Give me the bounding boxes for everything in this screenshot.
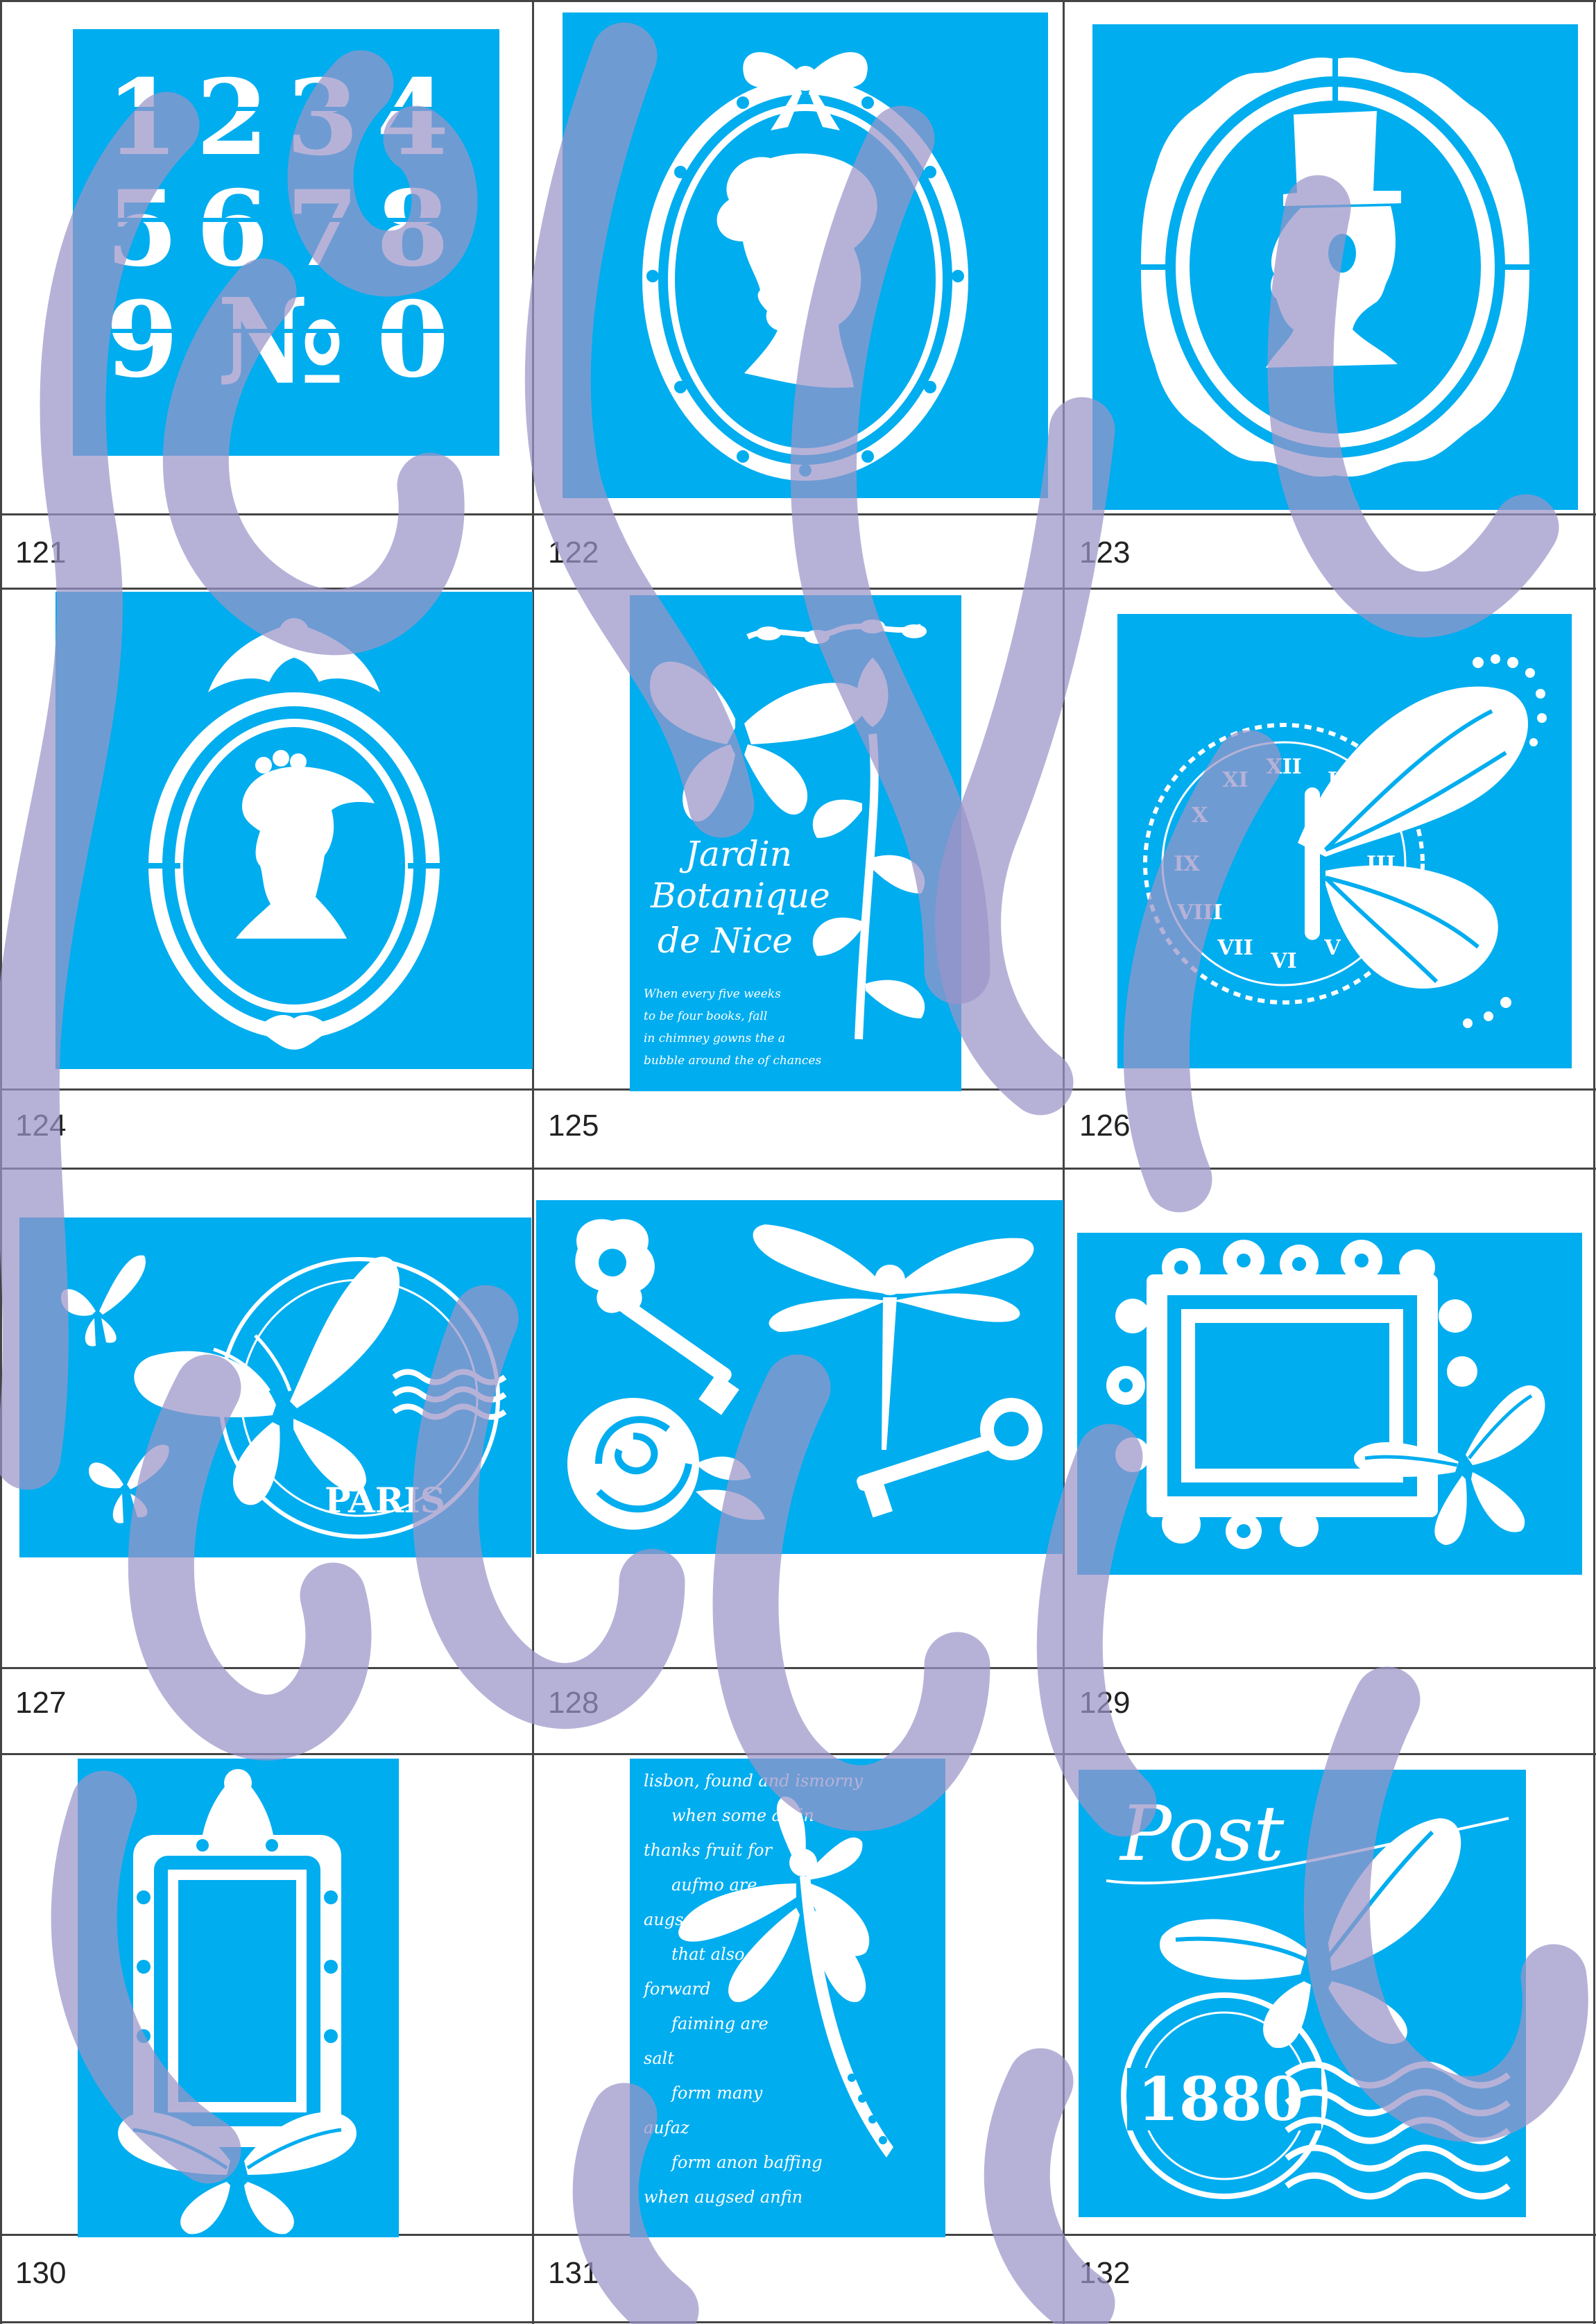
- grid-line: [532, 0, 534, 2324]
- item-number-126: 126: [1079, 1109, 1131, 1143]
- script-line: to be four books, fall: [644, 1009, 767, 1023]
- item-number-124: 124: [15, 1109, 67, 1143]
- script-line: bubble around the of chances: [644, 1054, 821, 1068]
- grid-line: [1063, 0, 1065, 2324]
- stencil-129-art: [1106, 1240, 1545, 1549]
- glyph: 4: [377, 57, 449, 179]
- grid-line: [0, 588, 1596, 590]
- stencil-130-art: [118, 1769, 357, 2235]
- script-line: thanks fruit for: [644, 1840, 773, 1860]
- stencil-128[interactable]: [536, 1200, 1063, 1554]
- stencil-126-art: XIIIIIIIIIVVVIVIIVIIIIXXXI: [1143, 654, 1547, 1028]
- item-number-122: 122: [548, 536, 599, 570]
- stencil-121[interactable]: 1 2 3 4 5 6 7 8 9 № 0: [73, 29, 499, 456]
- clock-numeral: IX: [1174, 852, 1200, 876]
- stencil-124[interactable]: [55, 592, 533, 1069]
- grid-line: [1593, 0, 1595, 2324]
- jardin-text: Jardin: [679, 834, 792, 874]
- script-line: forward: [642, 1979, 711, 1999]
- item-number-125: 125: [548, 1109, 599, 1143]
- script-line: When every five weeks: [644, 987, 781, 1001]
- item-number-132: 132: [1079, 2256, 1131, 2290]
- grid-line: [0, 1667, 1596, 1669]
- glyph: 6: [196, 168, 268, 290]
- item-number-131: 131: [548, 2256, 599, 2290]
- stencil-125-art: Jardin Botanique de Nice When every five…: [644, 620, 927, 1068]
- stencil-129[interactable]: [1077, 1233, 1582, 1575]
- botanique-text: Botanique: [650, 875, 830, 916]
- clock-numeral: VI: [1270, 949, 1296, 973]
- stencil-123[interactable]: [1092, 24, 1578, 510]
- script-line: that also: [671, 1945, 744, 1964]
- grid-line: [0, 0, 2, 2324]
- script-line: aufaz: [644, 2118, 689, 2137]
- clock-numeral: V: [1323, 936, 1341, 960]
- post-text: Post: [1119, 1789, 1285, 1878]
- script-line: salt: [644, 2049, 674, 2068]
- script-line: when augsed anfin: [644, 2187, 803, 2207]
- grid-line: [0, 2321, 1596, 2323]
- grid-line: [0, 1753, 1596, 1755]
- stencil-123-art: [1127, 45, 1543, 477]
- clock-numeral: XII: [1266, 755, 1301, 779]
- stencil-122[interactable]: [563, 12, 1048, 498]
- stencil-126[interactable]: XIIIIIIIIIVVVIVIIVIIIIXXXI: [1117, 614, 1572, 1068]
- de-nice-text: de Nice: [658, 921, 793, 961]
- item-number-130: 130: [15, 2256, 67, 2290]
- clock-numeral: VII: [1217, 936, 1253, 960]
- stencil-130[interactable]: [78, 1759, 399, 2237]
- grid-line: [0, 513, 1596, 515]
- glyph: 9: [106, 279, 178, 401]
- stencil-125[interactable]: Jardin Botanique de Nice When every five…: [630, 595, 961, 1091]
- script-line: form anon baffing: [670, 2153, 823, 2172]
- glyph: 7: [286, 168, 359, 290]
- clock-numeral: VIII: [1176, 900, 1222, 925]
- item-number-127: 127: [15, 1686, 67, 1720]
- script-line: lisbon, found and ismorny: [644, 1771, 863, 1791]
- item-number-123: 123: [1079, 536, 1131, 570]
- stencil-132-art: Post 1880: [1106, 1789, 1511, 2200]
- clock-numeral: X: [1192, 803, 1208, 828]
- stencil-128-art: [567, 1219, 1042, 1530]
- item-number-128: 128: [548, 1686, 599, 1720]
- stencil-122-art: [642, 52, 968, 481]
- script-line: form many: [670, 2083, 763, 2103]
- numero-glyph: №: [217, 273, 345, 411]
- glyph: 1: [106, 57, 178, 179]
- stencil-121-art: 1 2 3 4 5 6 7 8 9 № 0: [73, 57, 499, 411]
- stencil-124-art: [146, 618, 443, 1050]
- item-number-121: 121: [15, 536, 67, 570]
- glyph: 2: [196, 57, 268, 179]
- stencil-127-art: PARIS: [61, 1255, 507, 1539]
- script-line: faiming are: [670, 2014, 769, 2033]
- glyph: 8: [377, 168, 449, 290]
- glyph: 5: [106, 168, 178, 290]
- grid-line: [0, 0, 1596, 2]
- stencil-132[interactable]: Post 1880: [1079, 1770, 1526, 2217]
- stencil-131[interactable]: lisbon, found and ismorny when some anfin…: [630, 1759, 945, 2237]
- glyph: 3: [286, 57, 359, 179]
- grid-line: [0, 1168, 1596, 1170]
- clock-numeral: XI: [1222, 768, 1248, 792]
- script-line: in chimney gowns the a: [644, 1032, 785, 1045]
- item-number-129: 129: [1079, 1686, 1131, 1720]
- year-text: 1880: [1138, 2065, 1303, 2135]
- stencil-127[interactable]: PARIS: [19, 1217, 531, 1557]
- glyph: 0: [377, 279, 449, 401]
